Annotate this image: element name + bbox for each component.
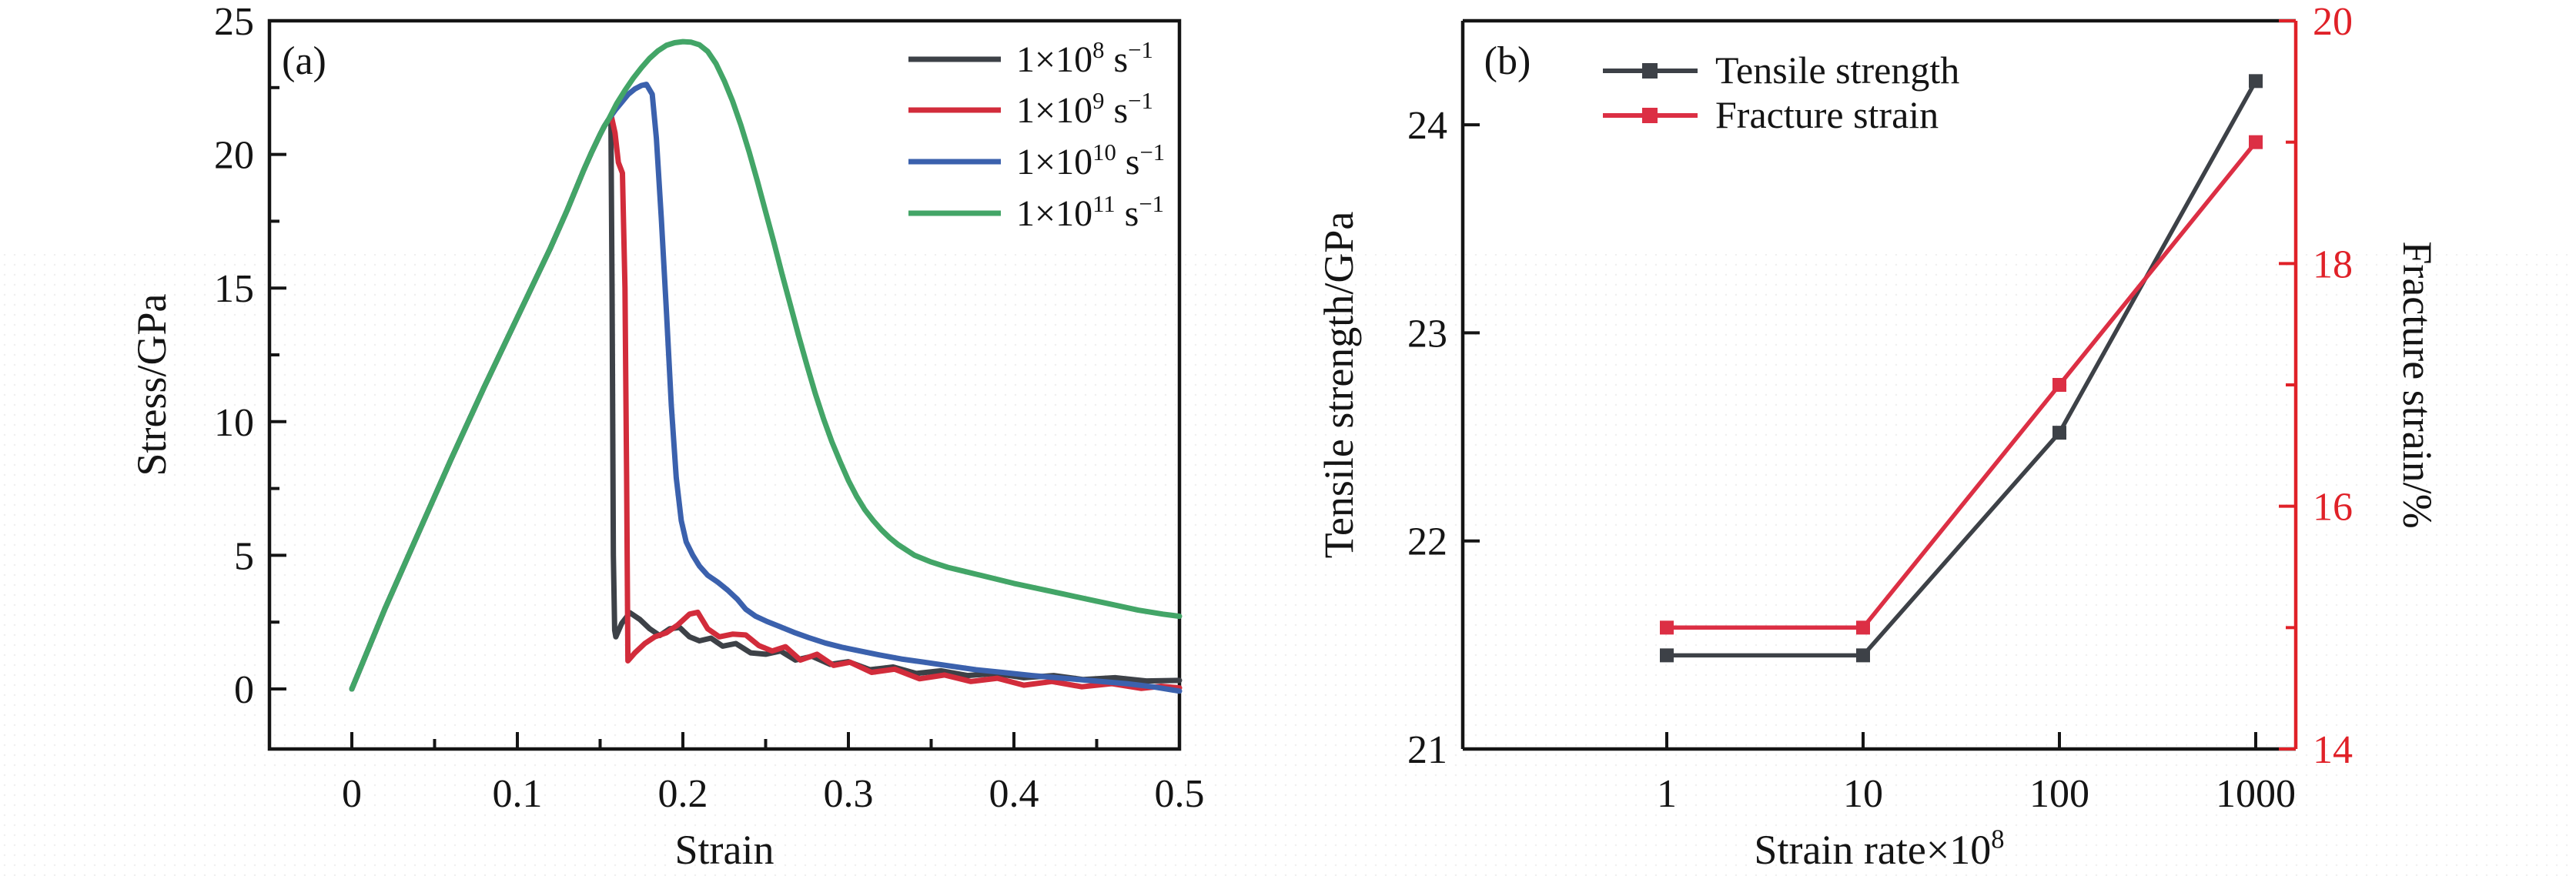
panel-a-frame (267, 18, 1182, 751)
panel-a-legend-label-1: 1×109 s−1 (1016, 88, 1153, 131)
panel-b-data-marker-0 (2052, 426, 2066, 440)
panel-b-right-tick-label: 18 (2313, 242, 2353, 286)
panel-b-data-marker-0 (1856, 648, 1870, 663)
panel-a-y-tick-label: 15 (214, 267, 254, 311)
dot-grid-texture (0, 254, 2576, 876)
panel-b-right-tick-label: 16 (2313, 486, 2353, 530)
panel-a-y-tick-label: 5 (234, 534, 254, 578)
panel-a-y-tick-label: 25 (214, 0, 254, 44)
panel-b-data-marker-1 (2249, 135, 2263, 149)
panel-b-left-tick-label: 22 (1407, 520, 1447, 564)
panel-b-data-marker-1 (2052, 377, 2066, 392)
panel-a-legend-label-2: 1×1010 s−1 (1016, 139, 1165, 182)
panel-b-data-marker-1 (1856, 620, 1870, 635)
panel-a-x-tick-label: 0 (342, 772, 362, 816)
panel-a-y-tick-label: 20 (214, 134, 254, 178)
panel-a-curve-green (349, 38, 1183, 692)
panel-a-y-axis-label: Stress/GPa (129, 293, 175, 476)
panel-b-legend-label-0: Tensile strength (1715, 48, 1959, 92)
panel-b-series-line-1 (1667, 140, 2258, 630)
panel-a-legend-label-0: 1×108 s−1 (1016, 37, 1153, 80)
panel-b-left-tick-label: 24 (1407, 104, 1447, 148)
panel-a-x-tick-label: 0.1 (493, 772, 543, 816)
panel-b-series-line-0 (1667, 79, 2258, 658)
panel-a-y-tick-label: 0 (234, 668, 254, 712)
panel-a-x-tick-label: 0.5 (1155, 772, 1205, 816)
panel-b-left-axis-label: Tensile strength/GPa (1316, 212, 1362, 559)
panel-b-x-tick-label: 1 (1657, 772, 1677, 816)
panel-b-data-marker-0 (2249, 74, 2263, 89)
panel-b-legend-marker-1 (1642, 108, 1658, 123)
panel-b-right-tick-label: 14 (2313, 728, 2353, 772)
panel-b-legend-label-1: Fracture strain (1715, 93, 1939, 136)
panel-a-tag: (a) (282, 39, 326, 83)
panel-a-legend-label-3: 1×1011 s−1 (1016, 191, 1164, 234)
panel-b-data-marker-0 (1660, 648, 1674, 663)
panel-b-data-marker-1 (1660, 620, 1674, 635)
panel-b-left-tick-label: 21 (1407, 728, 1447, 772)
panel-a-x-tick-label: 0.2 (658, 772, 708, 816)
panel-a-y-tick-label: 10 (214, 401, 254, 445)
panel-b-right-axis-label: Fracture strain/% (2394, 241, 2441, 528)
panel-b-x-axis-label: Strain rate×108 (1754, 824, 2004, 873)
panel-b-x-tick-label: 1000 (2216, 772, 2296, 816)
panel-a-stress-strain-plot: 0 0.1 0.2 0.3 0.4 0.5 0 5 10 15 20 25 Strain Stress/G… (129, 0, 1205, 873)
panel-b-strength-strain-rate-plot: 1 10 100 1000 21 22 23 24 14 16 18 20 Strain rate×10… (1316, 0, 2441, 873)
panel-a-x-tick-label: 0.4 (989, 772, 1039, 816)
panel-b-tag: (b) (1484, 39, 1531, 83)
panel-a-x-tick-label: 0.3 (824, 772, 874, 816)
panel-b-left-tick-label: 23 (1407, 312, 1447, 356)
panel-b-x-tick-label: 100 (2029, 772, 2089, 816)
panel-b-x-tick-label: 10 (1843, 772, 1883, 816)
panel-b-legend-marker-0 (1642, 63, 1658, 79)
panel-b-right-tick-label: 20 (2313, 0, 2353, 44)
panel-a-x-axis-label: Strain (675, 827, 774, 873)
